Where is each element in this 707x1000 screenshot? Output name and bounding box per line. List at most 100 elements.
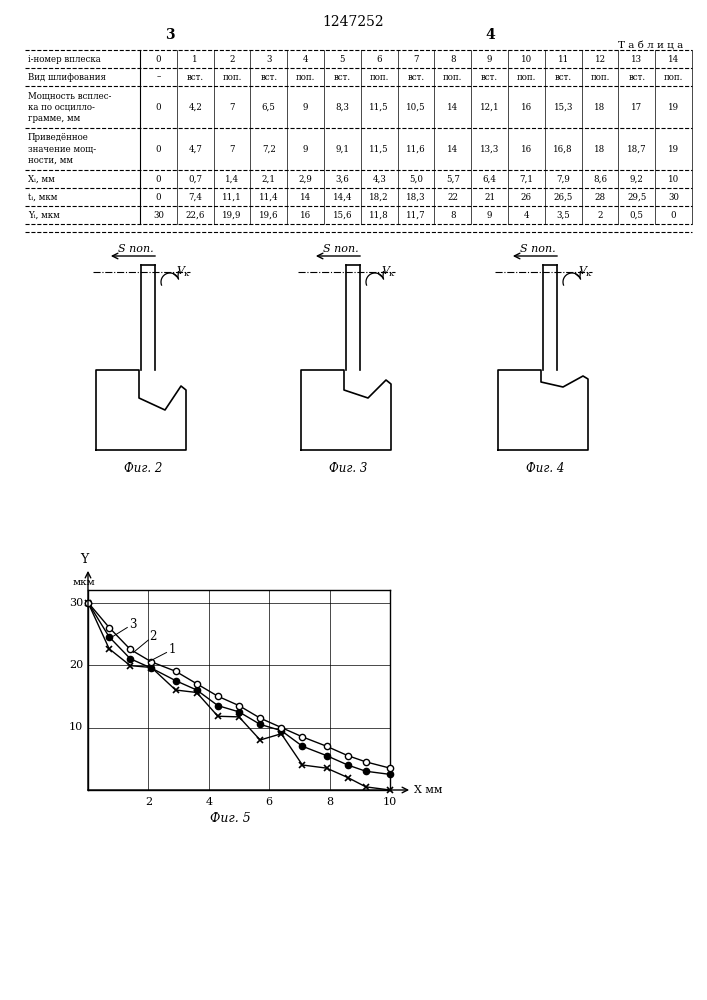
Text: 7: 7 bbox=[229, 103, 235, 111]
Text: 14: 14 bbox=[668, 54, 679, 64]
Text: мкм: мкм bbox=[73, 578, 95, 587]
Text: 16,8: 16,8 bbox=[554, 144, 573, 153]
Text: 9,1: 9,1 bbox=[335, 144, 349, 153]
Text: 9: 9 bbox=[303, 103, 308, 111]
Text: 3,6: 3,6 bbox=[336, 174, 349, 184]
Text: 14: 14 bbox=[448, 103, 458, 111]
Text: 7,2: 7,2 bbox=[262, 144, 276, 153]
Text: 7: 7 bbox=[229, 144, 235, 153]
Text: X мм: X мм bbox=[414, 785, 443, 795]
Text: 15,3: 15,3 bbox=[554, 103, 573, 111]
Text: 5,0: 5,0 bbox=[409, 174, 423, 184]
Text: Вид шлифования: Вид шлифования bbox=[28, 73, 106, 82]
Text: –: – bbox=[156, 73, 160, 82]
Text: 12: 12 bbox=[595, 54, 606, 64]
Text: 13: 13 bbox=[631, 54, 642, 64]
Text: 13,3: 13,3 bbox=[480, 144, 499, 153]
Text: 4,7: 4,7 bbox=[188, 144, 202, 153]
Text: 19,9: 19,9 bbox=[222, 211, 242, 220]
Text: 0: 0 bbox=[156, 103, 161, 111]
Text: 21: 21 bbox=[484, 192, 495, 202]
Text: 26: 26 bbox=[521, 192, 532, 202]
Text: поп.: поп. bbox=[296, 73, 315, 82]
Text: 4: 4 bbox=[524, 211, 529, 220]
Text: 1: 1 bbox=[169, 643, 176, 656]
Text: 30: 30 bbox=[153, 211, 164, 220]
Text: вст.: вст. bbox=[334, 73, 351, 82]
Text: 6,5: 6,5 bbox=[262, 103, 276, 111]
Text: S поп.: S поп. bbox=[323, 244, 359, 254]
Text: 0,5: 0,5 bbox=[630, 211, 644, 220]
Text: 11,1: 11,1 bbox=[222, 192, 242, 202]
Text: 0: 0 bbox=[156, 192, 161, 202]
Text: 0: 0 bbox=[156, 144, 161, 153]
Text: 7,4: 7,4 bbox=[188, 192, 202, 202]
Text: 10: 10 bbox=[668, 174, 679, 184]
Text: Приведённое
значение мощ-
ности, мм: Приведённое значение мощ- ности, мм bbox=[28, 133, 96, 165]
Text: Фиг. 3: Фиг. 3 bbox=[329, 462, 367, 475]
Text: поп.: поп. bbox=[370, 73, 389, 82]
Text: 18: 18 bbox=[595, 144, 606, 153]
Text: 22,6: 22,6 bbox=[185, 211, 205, 220]
Text: 9: 9 bbox=[303, 144, 308, 153]
Text: вст.: вст. bbox=[481, 73, 498, 82]
Text: 7,1: 7,1 bbox=[520, 174, 533, 184]
Text: 18,2: 18,2 bbox=[369, 192, 389, 202]
Text: 11,4: 11,4 bbox=[259, 192, 279, 202]
Text: Y: Y bbox=[80, 553, 88, 566]
Text: 7: 7 bbox=[414, 54, 419, 64]
Text: 11,5: 11,5 bbox=[369, 144, 389, 153]
Text: 1,4: 1,4 bbox=[225, 174, 239, 184]
Text: 3: 3 bbox=[266, 54, 271, 64]
Text: 1247252: 1247252 bbox=[322, 15, 384, 29]
Text: 10: 10 bbox=[69, 722, 83, 732]
Text: V: V bbox=[381, 266, 389, 276]
Text: 16: 16 bbox=[300, 211, 311, 220]
Text: к: к bbox=[389, 270, 395, 278]
Text: 4: 4 bbox=[303, 54, 308, 64]
Text: 9,2: 9,2 bbox=[630, 174, 644, 184]
Text: 5: 5 bbox=[339, 54, 345, 64]
Text: 4,2: 4,2 bbox=[188, 103, 202, 111]
Text: вст.: вст. bbox=[187, 73, 204, 82]
Text: Yᵢ, мкм: Yᵢ, мкм bbox=[28, 211, 60, 220]
Text: 19: 19 bbox=[668, 144, 679, 153]
Text: 29,5: 29,5 bbox=[627, 192, 646, 202]
Text: 2: 2 bbox=[145, 797, 152, 807]
Text: поп.: поп. bbox=[443, 73, 462, 82]
Text: вст.: вст. bbox=[554, 73, 572, 82]
Text: 0: 0 bbox=[156, 174, 161, 184]
Text: 30: 30 bbox=[69, 597, 83, 607]
Text: Т а б л и ц а: Т а б л и ц а bbox=[618, 42, 683, 51]
Text: 9: 9 bbox=[487, 211, 492, 220]
Text: 11,7: 11,7 bbox=[407, 211, 426, 220]
Text: i-номер вплеска: i-номер вплеска bbox=[28, 54, 101, 64]
Text: поп.: поп. bbox=[590, 73, 609, 82]
Text: V: V bbox=[176, 266, 184, 276]
Text: поп.: поп. bbox=[664, 73, 683, 82]
Text: 2,1: 2,1 bbox=[262, 174, 276, 184]
Text: 10,5: 10,5 bbox=[407, 103, 426, 111]
Text: 19: 19 bbox=[668, 103, 679, 111]
Text: 30: 30 bbox=[668, 192, 679, 202]
Text: 19,6: 19,6 bbox=[259, 211, 279, 220]
Text: 0: 0 bbox=[671, 211, 677, 220]
Text: вст.: вст. bbox=[407, 73, 425, 82]
Text: 0: 0 bbox=[156, 54, 161, 64]
Text: 18,7: 18,7 bbox=[627, 144, 647, 153]
Text: 6: 6 bbox=[376, 54, 382, 64]
Text: 11,8: 11,8 bbox=[369, 211, 389, 220]
Text: S поп.: S поп. bbox=[520, 244, 556, 254]
Text: 2: 2 bbox=[149, 630, 157, 643]
Text: Мощность всплес-
ка по осцилло-
грамме, мм: Мощность всплес- ка по осцилло- грамме, … bbox=[28, 91, 112, 123]
Text: 16: 16 bbox=[521, 103, 532, 111]
Text: 11,6: 11,6 bbox=[407, 144, 426, 153]
Text: 8,6: 8,6 bbox=[593, 174, 607, 184]
Text: 15,6: 15,6 bbox=[333, 211, 352, 220]
Text: tᵢ, мкм: tᵢ, мкм bbox=[28, 192, 57, 202]
Text: 16: 16 bbox=[521, 144, 532, 153]
Text: 6,4: 6,4 bbox=[483, 174, 496, 184]
Text: 8,3: 8,3 bbox=[335, 103, 349, 111]
Text: 11,5: 11,5 bbox=[369, 103, 389, 111]
Text: S поп.: S поп. bbox=[118, 244, 154, 254]
